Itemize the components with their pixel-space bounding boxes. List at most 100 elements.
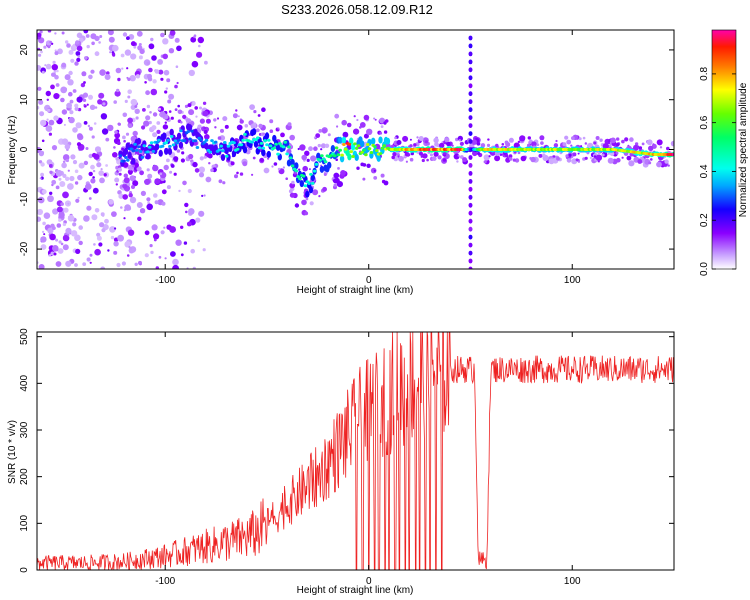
noise-speckle <box>62 173 67 178</box>
halo-speckle <box>173 156 179 162</box>
ridge-core <box>296 175 300 179</box>
halo-speckle <box>313 136 317 139</box>
halo-speckle <box>608 144 612 148</box>
snr-x-tick-label: -100 <box>155 576 175 587</box>
colorbar-tick-label: 0.2 <box>699 213 710 227</box>
noise-speckle <box>104 218 109 224</box>
noise-speckle <box>91 214 98 221</box>
halo-speckle <box>237 115 240 118</box>
noise-speckle <box>41 189 47 195</box>
ridge-outer <box>360 140 365 148</box>
noise-speckle <box>99 69 106 76</box>
noise-speckle <box>112 44 119 52</box>
halo-speckle <box>317 143 321 148</box>
ridge-core <box>362 148 366 152</box>
snr-marks <box>37 332 674 570</box>
halo-speckle <box>305 197 309 201</box>
noise-speckle <box>122 112 128 118</box>
noise-speckle <box>58 177 62 181</box>
halo-speckle <box>512 158 516 162</box>
halo-speckle <box>556 156 560 161</box>
noise-speckle <box>65 40 69 44</box>
noise-speckle <box>83 215 90 222</box>
ridge-core <box>195 146 200 149</box>
noise-speckle <box>187 188 192 194</box>
halo-speckle <box>531 141 537 147</box>
halo-speckle <box>180 121 183 124</box>
ridge-core <box>671 153 674 156</box>
y-tick-label: 0 <box>19 146 30 152</box>
halo-speckle <box>615 143 620 147</box>
ridge-core <box>294 169 299 173</box>
noise-speckle <box>55 238 59 242</box>
noise-speckle <box>42 230 45 233</box>
noise-speckle <box>166 78 171 83</box>
ridge-core <box>267 138 271 142</box>
halo-speckle <box>373 117 376 120</box>
halo-speckle <box>156 121 161 125</box>
halo-speckle <box>416 136 419 139</box>
noise-speckle <box>147 201 151 205</box>
noise-speckle <box>64 74 71 81</box>
noise-speckle <box>102 102 106 106</box>
ridge-core <box>182 139 187 143</box>
halo-speckle <box>242 161 248 167</box>
noise-speckle <box>93 243 96 246</box>
noise-speckle <box>37 208 43 216</box>
noise-speckle <box>186 221 192 227</box>
halo-speckle <box>203 126 206 130</box>
noise-speckle <box>98 242 103 247</box>
noise-speckle <box>139 48 145 55</box>
interference-dot <box>468 35 473 41</box>
halo-speckle <box>634 142 639 146</box>
ridge-core <box>151 149 156 153</box>
noise-speckle <box>158 255 162 259</box>
ridge-core <box>140 155 145 159</box>
noise-speckle <box>74 103 79 108</box>
halo-speckle <box>455 137 459 142</box>
halo-speckle <box>520 155 527 162</box>
noise-speckle <box>175 65 179 68</box>
noise-speckle <box>99 35 103 38</box>
halo-speckle <box>218 179 223 184</box>
halo-speckle <box>257 114 261 117</box>
halo-speckle <box>615 151 619 155</box>
noise-speckle <box>162 38 169 45</box>
halo-speckle <box>402 135 409 142</box>
noise-speckle <box>51 63 58 71</box>
ridge-outer <box>176 132 182 140</box>
noise-speckle <box>195 217 201 223</box>
halo-speckle <box>188 153 194 160</box>
halo-speckle <box>113 146 116 149</box>
halo-speckle <box>194 106 198 110</box>
noise-speckle <box>54 49 57 52</box>
noise-speckle <box>146 168 150 172</box>
halo-speckle <box>159 111 166 118</box>
interference-dot <box>468 139 473 144</box>
halo-speckle <box>353 128 360 135</box>
snr-frame <box>36 331 675 571</box>
halo-speckle <box>333 183 337 187</box>
noise-speckle <box>76 57 81 63</box>
noise-speckle <box>161 201 166 206</box>
halo-speckle <box>236 124 243 131</box>
noise-speckle <box>174 37 180 43</box>
noise-speckle <box>96 235 102 241</box>
halo-speckle <box>439 142 445 149</box>
noise-speckle <box>103 173 107 177</box>
noise-speckle <box>65 158 69 163</box>
ridge-core <box>340 153 344 157</box>
noise-speckle <box>169 226 177 233</box>
ridge-outer <box>286 159 292 167</box>
interference-dot <box>468 99 473 105</box>
halo-speckle <box>251 173 254 176</box>
ridge-outer <box>275 143 281 151</box>
snr-ylabel: SNR (10 * v/v) <box>7 420 18 484</box>
noise-speckle <box>198 210 205 217</box>
noise-speckle <box>127 89 132 94</box>
noise-speckle <box>185 210 188 214</box>
halo-speckle <box>304 167 308 171</box>
halo-speckle <box>177 104 180 108</box>
halo-speckle <box>112 152 118 158</box>
halo-speckle <box>148 120 152 125</box>
